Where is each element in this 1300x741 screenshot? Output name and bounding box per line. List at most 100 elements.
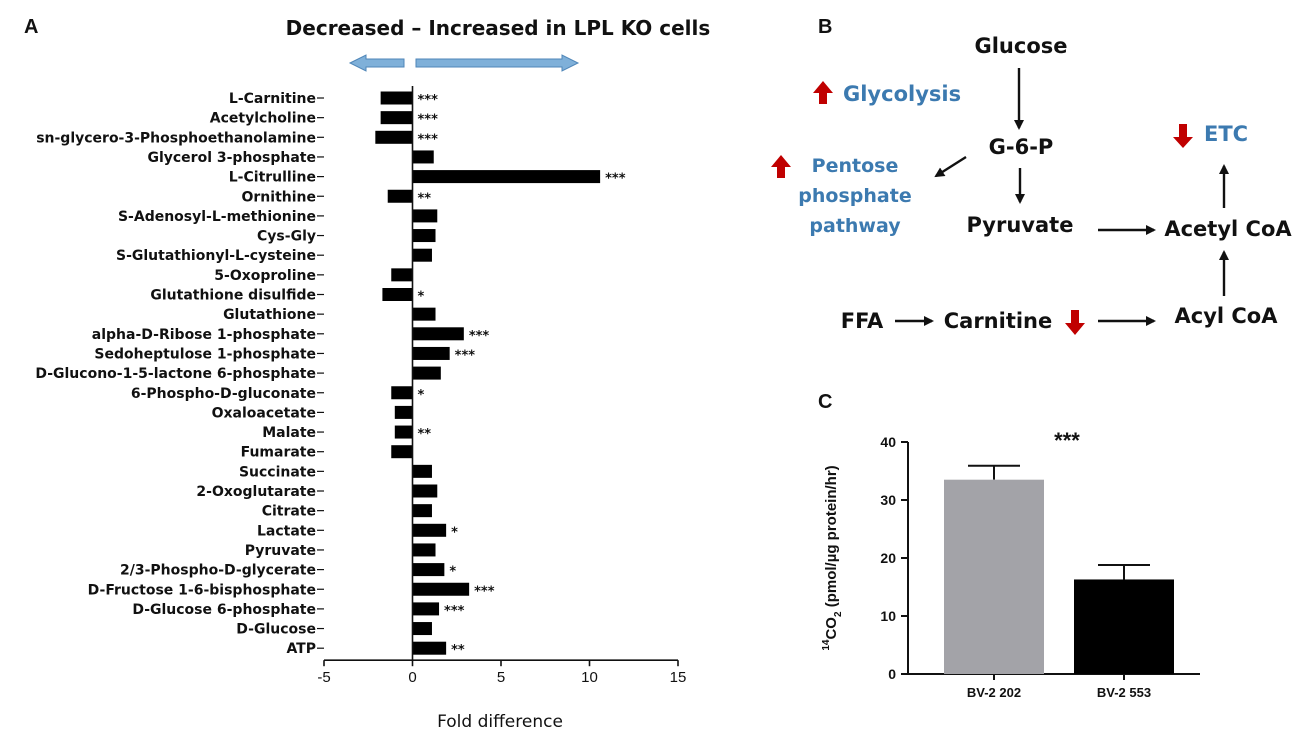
significance-alpha-d-ribose-1-phosphate: *** [469,329,490,344]
glucose-node: Glucose [974,34,1067,58]
category-label-ornithine: Ornithine [242,189,317,205]
significance-atp: ** [451,643,465,658]
bar-bv-2-202 [944,480,1044,674]
x-tick-label: -5 [317,669,330,686]
chart-c: 0 10 20 30 40 BV-2 202 BV-2 553 *** 14CO2 (pmo… [821,428,1200,700]
significance-d-glucose-6-phosphate: *** [444,604,465,619]
bar-s-adenosyl-l-methionine [413,209,438,222]
panel-a-label: A [24,16,38,38]
chart-c-y-tick-label: 0 [888,666,896,682]
category-label-d-glucono-1-5-lactone-6-phosphate: D-Glucono-1-5-lactone 6-phosphate [35,366,316,382]
category-label-glutathione: Glutathione [223,307,316,323]
significance-lactate: * [451,525,458,540]
category-label-cys-gly: Cys-Gly [257,229,316,245]
acetyl-coa-node: Acetyl CoA [1164,217,1292,241]
bar-pyruvate [413,543,436,556]
x-tick-label: 15 [670,669,687,686]
carnitine-node: Carnitine [944,309,1053,333]
category-label-glutathione-disulfide: Glutathione disulfide [150,288,316,304]
chart-a-xlabel: Fold difference [437,712,563,732]
chart-c-y-tick-label: 40 [880,434,896,450]
chart-c-ylabel: 14CO2 (pmol/µg protein/hr) [821,465,844,650]
bar-malate [395,426,413,439]
significance-acetylcholine: *** [418,113,439,128]
bar-s-glutathionyl-l-cysteine [413,249,432,262]
bar-succinate [413,465,432,478]
significance-l-citrulline: *** [605,172,626,187]
bar-5-oxoproline [391,268,412,281]
category-label-sedoheptulose-1-phosphate: Sedoheptulose 1-phosphate [94,346,316,362]
category-label-atp: ATP [286,641,316,657]
bar-d-glucose-6-phosphate [413,602,440,615]
bar-bv-2-553 [1074,579,1174,674]
chart-c-ylabel-main: CO [823,617,840,640]
pentose-label-line2: phosphate [798,185,911,207]
category-label-s-glutathionyl-l-cysteine: S-Glutathionyl-L-cysteine [116,248,316,264]
chart-c-ylabel-sup: 14 [821,639,832,651]
significance-glutathione-disulfide: * [418,290,425,305]
category-label-s-adenosyl-l-methionine: S-Adenosyl-L-methionine [118,209,316,225]
chart-c-y-tick-label: 10 [880,608,896,624]
bar-l-carnitine [381,92,413,105]
category-label-2-oxoglutarate: 2-Oxoglutarate [196,484,316,500]
bar-6-phospho-d-gluconate [391,386,412,399]
bar-alpha-d-ribose-1-phosphate [413,327,464,340]
bar-d-glucose [413,622,432,635]
x-tick-label: 0 [408,669,416,686]
category-label-pyruvate: Pyruvate [245,543,316,559]
bar-d-fructose-1-6-bisphosphate [413,583,470,596]
bar-2-3-phospho-d-glycerate [413,563,445,576]
chart-a-title: Decreased – Increased in LPL KO cells [286,16,711,40]
g6p-node: G-6-P [989,135,1054,159]
significance-ornithine: ** [418,191,432,206]
glycolysis-up-arrow-icon [813,81,833,104]
pentose-label-line3: pathway [809,215,901,237]
category-label-acetylcholine: Acetylcholine [210,111,316,127]
category-label-citrate: Citrate [262,504,316,520]
significance-d-fructose-1-6-bisphosphate: *** [474,584,495,599]
acyl-coa-node: Acyl CoA [1175,304,1279,328]
bar-atp [413,642,447,655]
category-label-l-citrulline: L-Citrulline [229,170,316,186]
pyruvate-node: Pyruvate [967,213,1074,237]
ffa-node: FFA [841,309,884,333]
category-label-d-fructose-1-6-bisphosphate: D-Fructose 1-6-bisphosphate [88,582,316,598]
bar-2-oxoglutarate [413,485,438,498]
significance-2-3-phospho-d-glycerate: * [449,565,456,580]
bar-oxaloacetate [395,406,413,419]
chart-c-ylabel-rest: (pmol/µg protein/hr) [823,465,840,611]
bar-d-glucono-1-5-lactone-6-phosphate [413,367,441,380]
bar-ornithine [388,190,413,203]
category-label-glycerol-3-phosphate: Glycerol 3-phosphate [147,150,316,166]
pentose-label-line1: Pentose [812,155,899,177]
bar-sn-glycero-3-phosphoethanolamine [375,131,412,144]
chart-c-y-tick-label: 20 [880,550,896,566]
bar-sedoheptulose-1-phosphate [413,347,450,360]
bar-glutathione-disulfide [382,288,412,301]
category-label-2-3-phospho-d-glycerate: 2/3-Phospho-D-glycerate [120,563,316,579]
bar-glycerol-3-phosphate [413,150,434,163]
etc-label: ETC [1204,122,1248,146]
pentose-up-arrow-icon [771,155,791,178]
carnitine-down-arrow-icon [1065,310,1085,335]
category-label-fumarate: Fumarate [241,445,316,461]
category-label-l-carnitine: L-Carnitine [229,91,316,107]
bar-l-citrulline [413,170,601,183]
bar-fumarate [391,445,412,458]
etc-down-arrow-icon [1173,124,1193,148]
category-label-d-glucose: D-Glucose [236,622,316,638]
category-label-6-phospho-d-gluconate: 6-Phospho-D-gluconate [131,386,316,402]
category-label-d-glucose-6-phosphate: D-Glucose 6-phosphate [132,602,316,618]
significance-sedoheptulose-1-phosphate: *** [455,348,476,363]
significance-6-phospho-d-gluconate: * [418,388,425,403]
pathway-diagram: Glucose G-6-P Pyruvate Acetyl CoA Acyl C… [771,34,1292,335]
x-tick-label: 10 [581,669,598,686]
decrease-direction-arrow [350,55,404,71]
category-label-alpha-d-ribose-1-phosphate: alpha-D-Ribose 1-phosphate [92,327,316,343]
category-label-bv-2-202: BV-2 202 [967,685,1021,700]
category-label-5-oxoproline: 5-Oxoproline [214,268,316,284]
chart-c-y-tick-label: 30 [880,492,896,508]
bar-glutathione [413,308,436,321]
bar-lactate [413,524,447,537]
category-label-malate: Malate [262,425,316,441]
